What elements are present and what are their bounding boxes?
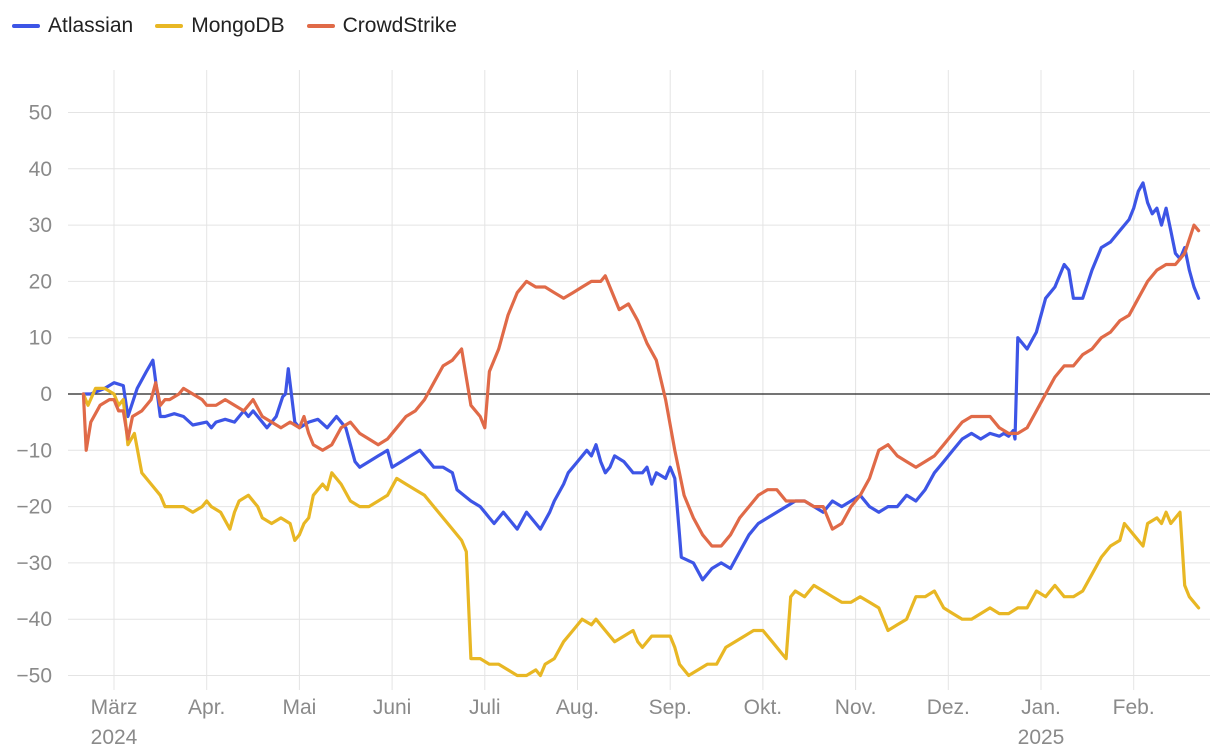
x-tick-label: Nov. bbox=[835, 696, 877, 719]
series-line-mongodb bbox=[81, 386, 1201, 678]
x-tick-label: Feb. bbox=[1113, 696, 1155, 719]
y-tick-label: −40 bbox=[16, 608, 52, 631]
y-tick-label: −10 bbox=[16, 439, 52, 462]
x-tick-label: Jan. bbox=[1021, 696, 1061, 719]
x-tick-label: Dez. bbox=[927, 696, 970, 719]
legend-label-crowdstrike: CrowdStrike bbox=[342, 14, 457, 37]
y-tick-label: 50 bbox=[29, 102, 52, 125]
y-tick-label: −30 bbox=[16, 552, 52, 575]
y-tick-label: 20 bbox=[29, 270, 52, 293]
x-tick-label: Sep. bbox=[649, 696, 692, 719]
x-tick-label: Mai bbox=[282, 696, 316, 719]
series-group bbox=[81, 181, 1201, 678]
y-tick-label: 10 bbox=[29, 327, 52, 350]
legend-item-crowdstrike[interactable]: CrowdStrike bbox=[306, 14, 457, 38]
x-tick-year-label: 2024 bbox=[91, 726, 138, 749]
series-line-crowdstrike bbox=[81, 223, 1201, 548]
x-tick-year-label: 2025 bbox=[1018, 726, 1065, 749]
legend-label-atlassian: Atlassian bbox=[48, 14, 134, 37]
x-axis: März 2024 Apr. Mai Juni Juli Aug. Sep. Okt. Nov. D… bbox=[91, 696, 1155, 749]
x-tick-label: Aug. bbox=[556, 696, 599, 719]
legend-swatch-mongodb bbox=[155, 24, 184, 28]
y-tick-label: 0 bbox=[40, 383, 52, 406]
y-tick-label: −20 bbox=[16, 496, 52, 519]
y-tick-label: 40 bbox=[29, 158, 52, 181]
y-axis: 50 40 30 20 10 0 −10 −20 −30 −40 −50 bbox=[16, 102, 52, 688]
legend: Atlassian MongoDB CrowdStrike bbox=[12, 14, 457, 38]
x-tick-label: Okt. bbox=[744, 696, 783, 719]
series-line-atlassian bbox=[81, 181, 1201, 582]
x-tick-label: Juni bbox=[373, 696, 412, 719]
x-tick-label: März bbox=[91, 696, 138, 719]
legend-swatch-atlassian bbox=[12, 24, 40, 28]
legend-item-atlassian[interactable]: Atlassian bbox=[12, 14, 133, 38]
x-tick-label: Apr. bbox=[188, 696, 225, 719]
legend-swatch-crowdstrike bbox=[306, 24, 335, 28]
legend-item-mongodb[interactable]: MongoDB bbox=[155, 14, 285, 38]
y-tick-label: 30 bbox=[29, 214, 52, 237]
grid bbox=[68, 70, 1210, 690]
legend-label-mongodb: MongoDB bbox=[191, 14, 285, 37]
x-tick-label: Juli bbox=[469, 696, 501, 719]
y-tick-label: −50 bbox=[16, 665, 52, 688]
